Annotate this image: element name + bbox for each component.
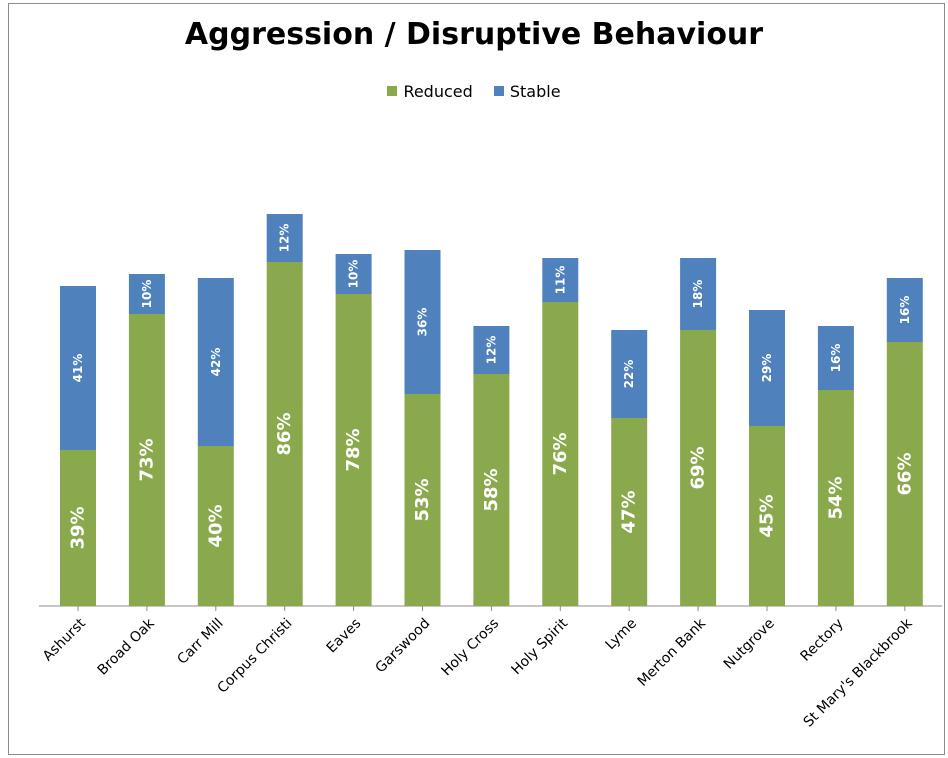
bar-stable-corpus-christi <box>266 214 303 262</box>
bar-reduced-merton-bank <box>680 330 717 606</box>
data-label-stable-carr-mill: 42% <box>209 348 223 377</box>
legend: Reduced Stable <box>0 80 948 101</box>
x-tick-label-nutgrove: Nutgrove <box>721 616 778 673</box>
data-label-stable-nutgrove: 29% <box>760 354 774 383</box>
bar-stable-ashurst <box>60 286 96 450</box>
bar-reduced-rectory <box>817 390 854 606</box>
data-label-stable-broad-oak: 10% <box>140 280 154 309</box>
data-label-reduced-st-mary-s-blackbrook: 66% <box>894 452 915 495</box>
data-label-stable-st-mary-s-blackbrook: 16% <box>898 296 912 325</box>
bar-stable-merton-bank <box>680 258 717 330</box>
x-tick-label-eaves: Eaves <box>324 616 365 657</box>
x-tick-label-corpus-christi: Corpus Christi <box>215 616 296 697</box>
data-label-reduced-lyme: 47% <box>619 490 640 533</box>
bar-reduced-st-mary-s-blackbrook <box>886 342 923 606</box>
data-label-stable-rectory: 16% <box>829 344 843 373</box>
data-label-reduced-holy-cross: 58% <box>481 468 502 511</box>
x-tick-label-holy-spirit: Holy Spirit <box>509 615 572 678</box>
bar-stable-broad-oak <box>128 274 165 314</box>
x-tick-label-rectory: Rectory <box>798 616 847 665</box>
bar-reduced-nutgrove <box>749 426 785 606</box>
bar-reduced-holy-spirit <box>542 302 579 606</box>
data-label-stable-ashurst: 41% <box>71 354 85 383</box>
data-label-stable-garswood: 36% <box>416 308 430 337</box>
data-label-reduced-holy-spirit: 76% <box>550 432 571 475</box>
bar-reduced-broad-oak <box>128 314 165 606</box>
x-tick-label-lyme: Lyme <box>603 616 641 654</box>
x-tick-label-broad-oak: Broad Oak <box>95 615 159 679</box>
bar-reduced-lyme <box>611 418 648 606</box>
data-label-reduced-ashurst: 39% <box>68 506 89 549</box>
bar-reduced-eaves <box>335 294 372 606</box>
data-label-stable-corpus-christi: 12% <box>278 224 292 253</box>
bar-stable-lyme <box>611 330 648 418</box>
legend-swatch-reduced <box>387 86 398 96</box>
legend-label-stable: Stable <box>509 81 561 101</box>
x-tick-label-carr-mill: Carr Mill <box>174 616 226 668</box>
data-label-stable-eaves: 10% <box>347 260 361 289</box>
data-label-reduced-carr-mill: 40% <box>205 504 226 547</box>
data-label-reduced-rectory: 54% <box>825 476 846 519</box>
data-label-reduced-eaves: 78% <box>343 428 364 471</box>
bar-stable-holy-cross <box>473 326 510 374</box>
bar-stable-holy-spirit <box>542 258 579 302</box>
bar-stable-st-mary-s-blackbrook <box>886 278 923 342</box>
data-label-reduced-broad-oak: 73% <box>136 438 157 481</box>
legend-swatch-stable <box>493 86 504 96</box>
legend-item-stable: Stable <box>493 81 561 101</box>
data-label-stable-holy-cross: 12% <box>484 336 498 365</box>
legend-label-reduced: Reduced <box>403 81 473 101</box>
data-label-stable-holy-spirit: 11% <box>553 266 567 295</box>
x-tick-label-garswood: Garswood <box>373 616 434 677</box>
x-tick-label-ashurst: Ashurst <box>40 615 89 664</box>
bar-stable-eaves <box>335 254 372 294</box>
data-label-reduced-merton-bank: 69% <box>688 446 709 489</box>
legend-item-reduced: Reduced <box>387 81 473 101</box>
chart-title: Aggression / Disruptive Behaviour <box>184 17 764 52</box>
x-tick-label-holy-cross: Holy Cross <box>439 616 503 680</box>
data-label-reduced-garswood: 53% <box>412 478 433 521</box>
bar-reduced-corpus-christi <box>266 262 303 606</box>
data-label-reduced-corpus-christi: 86% <box>274 412 295 455</box>
bar-reduced-holy-cross <box>473 374 510 606</box>
data-label-stable-lyme: 22% <box>622 360 636 389</box>
data-label-reduced-nutgrove: 45% <box>757 494 778 537</box>
bar-reduced-garswood <box>404 394 441 606</box>
bar-reduced-carr-mill <box>197 446 234 606</box>
bar-stable-nutgrove <box>749 310 785 426</box>
bar-stable-garswood <box>404 250 441 394</box>
bar-reduced-ashurst <box>60 450 96 606</box>
bar-stable-carr-mill <box>197 278 234 446</box>
bar-stable-rectory <box>817 326 854 390</box>
x-tick-label-merton-bank: Merton Bank <box>635 615 710 690</box>
data-label-stable-merton-bank: 18% <box>691 280 705 309</box>
